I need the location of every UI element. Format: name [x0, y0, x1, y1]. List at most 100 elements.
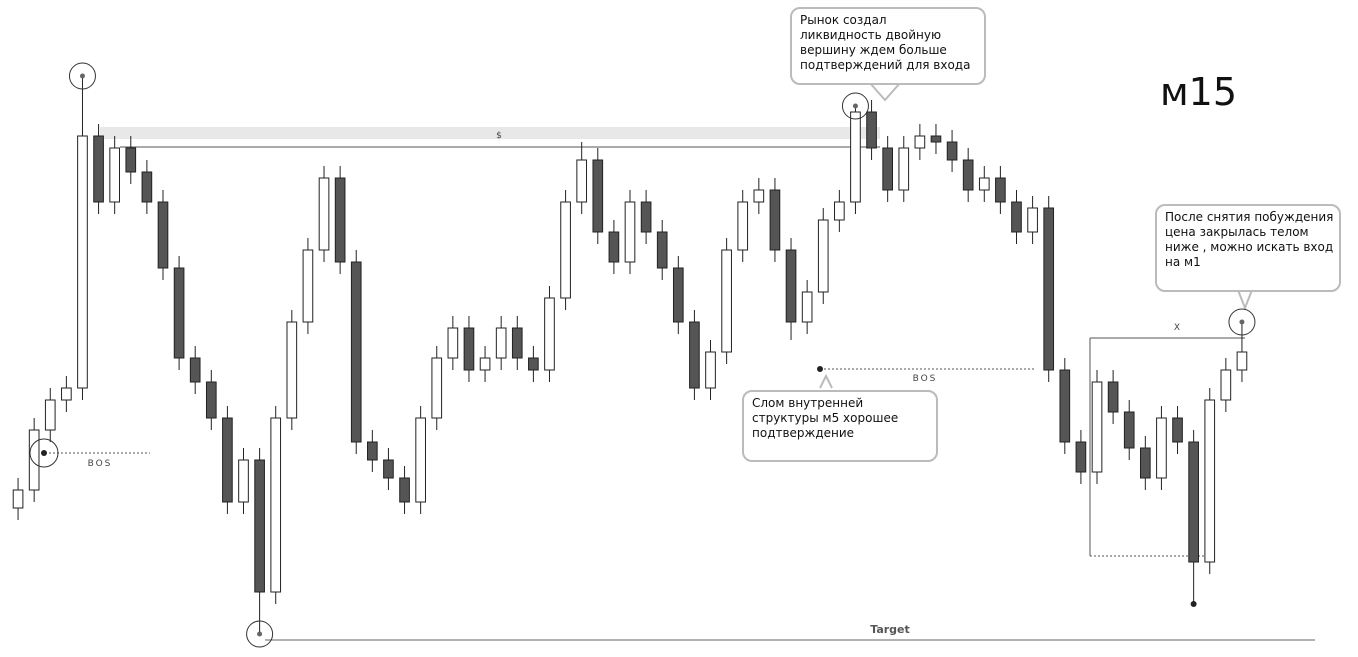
bos-label: BOS [88, 459, 113, 469]
candle-body [447, 327, 459, 359]
candle-body [270, 417, 282, 593]
candle-body [12, 489, 24, 509]
candle-body [753, 189, 765, 203]
marker-dot [852, 103, 858, 109]
candle-body [672, 267, 684, 323]
candle-body [93, 135, 104, 203]
candle-body [946, 141, 958, 161]
candle-body [77, 135, 88, 389]
candle-body [399, 477, 410, 503]
candle-body [463, 327, 475, 371]
candle-body [415, 417, 426, 503]
bos-label: BOS [913, 374, 938, 384]
candle-body [882, 147, 893, 191]
candle-body [1091, 381, 1103, 473]
candle-body [431, 357, 443, 419]
timeframe-label: м15 [1160, 70, 1238, 114]
marker-dot [1239, 319, 1245, 325]
candle-body [28, 429, 40, 491]
candle-body [1027, 207, 1038, 233]
callout-line: После снятия побуждения [1165, 210, 1334, 224]
candle-body [157, 201, 169, 269]
marker-circle [1228, 308, 1256, 336]
candle-body [785, 249, 797, 323]
candle-body [286, 321, 298, 419]
candle-body [962, 159, 974, 191]
candle-body [689, 321, 700, 389]
callout: Рынок создал ликвидность двойную вершину ж… [790, 7, 986, 85]
candle-body [705, 351, 716, 389]
callout-line: Рынок создал [800, 13, 887, 27]
candle-body [1204, 399, 1216, 563]
candle-body [834, 201, 845, 221]
x-label: X [1174, 323, 1182, 333]
candle-body [866, 111, 877, 149]
candle-body [44, 399, 56, 431]
callout-line: цена закрылась телом [1165, 225, 1309, 239]
candle-body [850, 111, 861, 203]
candle-body [383, 459, 394, 479]
candle-body [608, 231, 620, 263]
marker-circle [841, 92, 869, 120]
candle-body [222, 417, 233, 503]
candle-body [576, 159, 588, 203]
candle-body [189, 357, 201, 383]
candle-body [61, 387, 72, 401]
candle-body [334, 177, 346, 263]
candle-body [1043, 207, 1055, 371]
marker-circle [246, 620, 274, 648]
marker-dot [257, 631, 263, 637]
candle-body [141, 171, 153, 203]
callout-line: на м1 [1165, 255, 1201, 269]
callout-line: подтверждений для входа [800, 58, 971, 72]
candle-body [624, 201, 636, 263]
candle-body [1075, 441, 1087, 473]
marker-circle [29, 438, 59, 468]
candle-body [817, 219, 829, 293]
marker-dot [817, 366, 823, 372]
callout: Слом внутренней структуры м5 хорошее подтв… [742, 390, 938, 462]
candle-body [737, 201, 749, 251]
liquidity-zone [100, 127, 880, 139]
candle-body [238, 459, 249, 503]
candle-body [173, 267, 185, 359]
candle-body [544, 297, 555, 371]
candle-body [721, 249, 732, 353]
candle-body [560, 201, 571, 299]
callout-tail [869, 82, 901, 102]
candle-body [656, 231, 668, 269]
candle-body [930, 135, 942, 143]
candle-body [302, 249, 314, 323]
candle-body [801, 291, 813, 323]
target-label: Target [870, 623, 910, 636]
candle-body [1220, 369, 1232, 401]
callout-line: Слом внутренней [752, 396, 864, 410]
candle-body [1139, 447, 1151, 479]
candle-body [1107, 381, 1119, 413]
marker-circle [68, 62, 96, 90]
callout-line: вершину ждем больше [800, 43, 947, 57]
candle-body [1188, 441, 1199, 563]
candles [12, 62, 1256, 648]
candle-body [254, 459, 265, 593]
candle-body [367, 441, 378, 461]
candle-body [511, 327, 523, 359]
candle-body [1236, 351, 1248, 371]
candle-body [1172, 417, 1183, 443]
callout: После снятия побуждения цена закрылась те… [1155, 204, 1341, 292]
callout-line: ликвидность двойную [800, 28, 942, 42]
candle-body [109, 147, 121, 203]
marker-dot [41, 450, 47, 456]
candle-body [350, 261, 362, 443]
candle-body [1156, 417, 1167, 479]
callout-line: структуры м5 хорошее [752, 411, 899, 425]
callout-line: подтверждение [752, 426, 855, 440]
candle-body [495, 327, 507, 359]
candle-body [640, 201, 652, 233]
liquidity-label: $ [496, 131, 504, 141]
candle-body [769, 189, 781, 251]
candle-body [528, 357, 539, 371]
candle-body [1011, 201, 1022, 233]
callout-tail [819, 373, 833, 389]
